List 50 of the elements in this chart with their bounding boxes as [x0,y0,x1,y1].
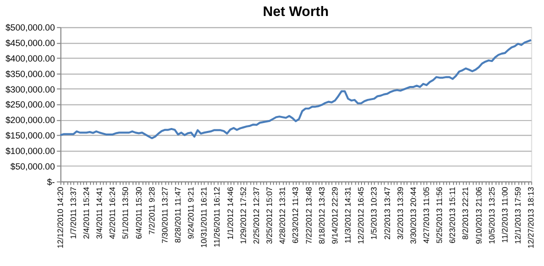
x-tick-label: 11/3/2012 14:31 [344,186,353,244]
x-tick-label: 12/1/2013 17:59 [514,186,523,244]
y-tick-label: $- [46,176,55,187]
x-tick-label: 8/28/2011 11:47 [174,186,183,243]
x-tick-label: 10/5/2013 13:25 [487,186,496,244]
x-tick-label: 1/5/2013 10:23 [370,186,379,240]
y-tick-label: $100,000.00 [5,146,55,156]
line-series [59,39,532,140]
x-tick-label: 3/2/2013 13:39 [396,186,405,240]
x-tick-label: 10/31/2011 16:21 [200,186,209,248]
x-tick-label: 7/2/2011 9:28 [147,186,156,235]
x-tick-label: 11/26/2011 16:12 [212,186,222,248]
x-tick-label: 12/27/2013 18:13 [526,186,536,248]
x-tick-label: 2/4/2011 15:24 [82,186,91,239]
x-tick-label: 11/2/2013 11:00 [500,186,510,243]
x-tick-label: 1/7/2011 13:37 [68,186,78,239]
chart-title: Net Worth [262,3,329,20]
y-tick-label: $200,000.00 [5,115,55,126]
x-tick-label: 4/28/2012 13:31 [278,186,288,244]
y-tick-label: $300,000.00 [5,84,55,94]
x-tick-label: 4/27/2013 11:05 [422,186,431,244]
y-tick-label: $250,000.00 [5,100,55,110]
x-tick-label: 3/25/2012 15:07 [265,186,274,244]
x-tick-label: 3/30/2013 20:44 [408,186,418,244]
x-tick-label: 5/1/2011 13:50 [121,186,130,239]
y-tick-label: $150,000.00 [5,130,55,141]
x-tick-label: 3/4/2011 14:41 [95,186,104,239]
x-tick-label: 9/24/2011 9:21 [186,186,196,239]
x-tick-label: 8/18/2012 13:43 [317,186,326,244]
y-tick-label: $450,000.00 [5,38,55,48]
x-tick-label: 1/29/2012 17:52 [238,186,248,244]
x-tick-label: 4/2/2011 16:24 [108,186,118,239]
y-tick-label: $500,000.00 [5,22,55,33]
y-tick-label: $350,000.00 [5,68,55,79]
x-tick-label: 8/2/2013 22:21 [461,186,470,240]
x-tick-label: 2/2/2013 13:47 [382,186,392,240]
x-tick-label: 1/1/2012 14:46 [226,186,235,240]
x-tick-label: 5/25/2013 11:56 [435,186,444,244]
x-tick-label: 6/23/2013 15:11 [448,186,458,244]
x-tick-label: 9/10/2013 21:06 [474,186,484,244]
x-tick-label: 12/12/2010 14:20 [56,186,65,248]
y-tick-label: $50,000.00 [10,161,55,172]
x-tick-label: 7/30/2011 13:27 [160,186,170,244]
x-tick-label: 6/23/2012 11:43 [291,186,300,244]
x-tick-label: 12/2/2012 16:45 [356,186,366,244]
x-tick-label: 7/22/2012 13:48 [304,186,314,244]
y-tick-label: $400,000.00 [5,53,55,64]
x-tick-label: 9/14/2012 22:29 [330,186,340,244]
x-tick-label: 2/25/2012 12:37 [252,186,261,244]
x-tick-label: 6/4/2011 15:30 [134,186,144,239]
